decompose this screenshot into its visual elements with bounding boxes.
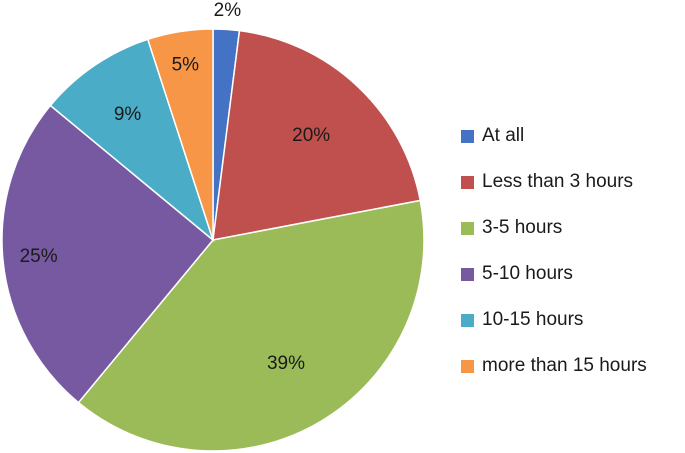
chart-legend: At all Less than 3 hours 3-5 hours 5-10 … <box>461 113 683 389</box>
pie-data-label: 5% <box>172 54 200 75</box>
legend-swatch <box>461 267 474 281</box>
legend-item: At all <box>461 113 683 159</box>
legend-label: 10-15 hours <box>482 309 584 330</box>
pie-data-label: 25% <box>20 246 58 267</box>
legend-swatch <box>461 129 474 143</box>
legend-label: 3-5 hours <box>482 217 563 238</box>
pie-data-label: 39% <box>267 353 305 374</box>
legend-swatch <box>461 313 474 327</box>
legend-item: more than 15 hours <box>461 343 683 389</box>
legend-label: At all <box>482 125 525 146</box>
pie-slice <box>1 104 215 404</box>
pie-slice <box>146 28 214 241</box>
pie-data-label: 2% <box>214 0 242 21</box>
legend-swatch <box>461 359 474 373</box>
legend-swatch <box>461 221 474 235</box>
legend-item: 5-10 hours <box>461 251 683 297</box>
pie-slice <box>49 38 215 243</box>
pie-data-label: 20% <box>292 125 330 146</box>
legend-item: 10-15 hours <box>461 297 683 343</box>
pie-data-labels: 2% 20% 39% 25% 9% 5% <box>20 0 331 374</box>
legend-label: 5-10 hours <box>482 263 573 284</box>
legend-item: Less than 3 hours <box>461 159 683 205</box>
legend-label: more than 15 hours <box>482 355 647 376</box>
legend-item: 3-5 hours <box>461 205 683 251</box>
pie-data-label: 9% <box>114 104 142 125</box>
pie-slice <box>212 29 422 241</box>
legend-swatch <box>461 175 474 189</box>
legend-label: Less than 3 hours <box>482 171 634 192</box>
pie-slices <box>1 28 425 452</box>
pie-slice <box>77 199 425 452</box>
